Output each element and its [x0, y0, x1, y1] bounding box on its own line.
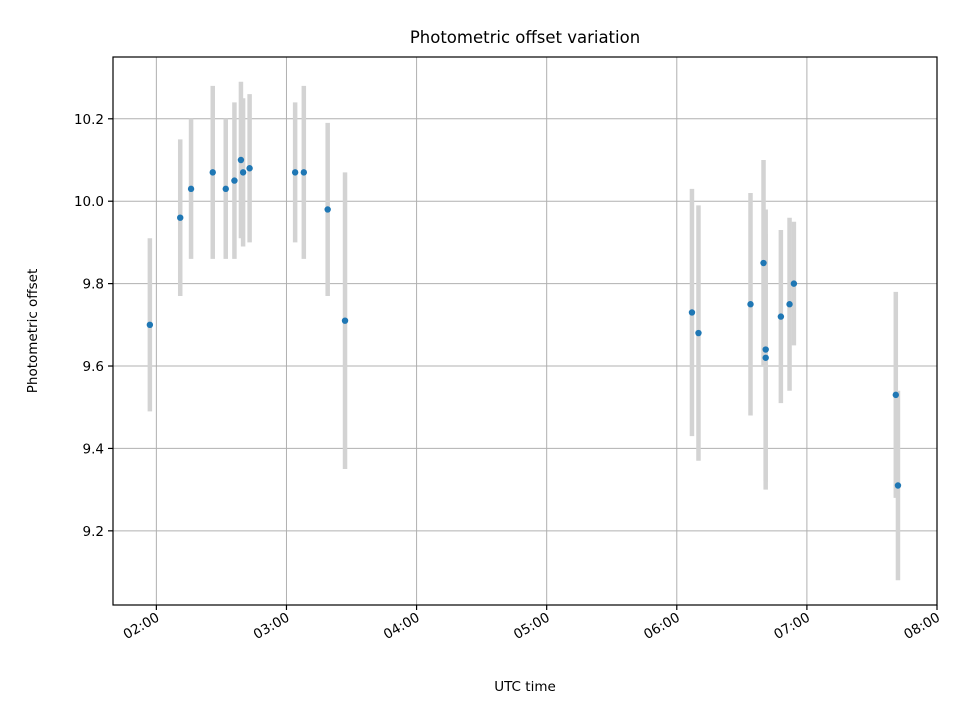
- data-point: [790, 280, 798, 287]
- data-point: [688, 309, 696, 316]
- data-point: [237, 156, 245, 164]
- data-points: [146, 156, 902, 489]
- data-point: [291, 169, 299, 176]
- y-axis-label: Photometric offset: [25, 269, 41, 393]
- plot-frame: [112, 56, 938, 606]
- data-point: [177, 214, 184, 221]
- y-tick-label: 9.4: [83, 441, 104, 457]
- data-point: [762, 346, 769, 353]
- data-point: [300, 169, 308, 176]
- y-tick-label: 10.0: [74, 194, 104, 210]
- y-tick-label: 10.2: [74, 112, 104, 128]
- data-point: [187, 185, 195, 193]
- data-point: [786, 301, 793, 308]
- data-point: [747, 301, 754, 308]
- data-point: [239, 169, 247, 176]
- data-point: [231, 177, 238, 184]
- data-point: [892, 391, 899, 399]
- y-axis-ticks: 9.2 9.4 9.6 9.8 10.0 10.2: [74, 112, 113, 540]
- data-point: [146, 321, 154, 329]
- data-point: [222, 185, 229, 193]
- data-point: [762, 354, 769, 361]
- data-point: [209, 169, 216, 176]
- data-point: [777, 313, 785, 320]
- data-point: [760, 259, 767, 267]
- x-axis-label: UTC time: [494, 679, 556, 695]
- data-point: [246, 165, 253, 172]
- data-point: [324, 206, 331, 213]
- y-tick-label: 9.2: [83, 524, 104, 540]
- y-tick-label: 9.8: [83, 277, 104, 293]
- data-point: [695, 329, 702, 337]
- chart-title: Photometric offset variation: [410, 28, 640, 47]
- y-tick-label: 9.6: [83, 359, 104, 375]
- data-point: [894, 482, 902, 489]
- data-point: [341, 317, 349, 324]
